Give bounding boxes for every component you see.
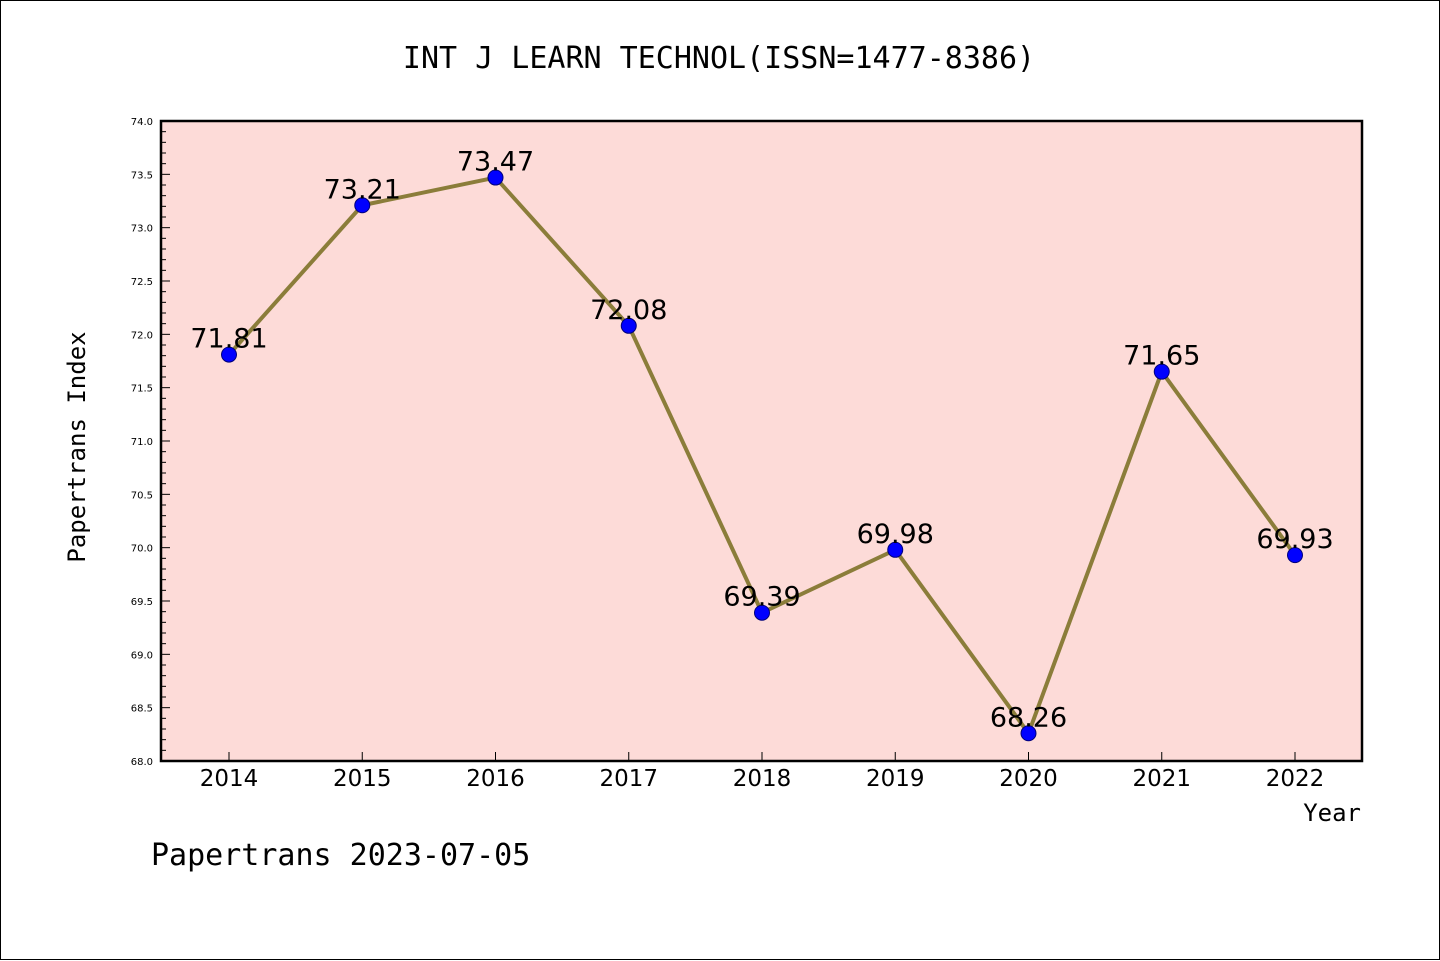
y-tick-label: 74.0 — [131, 117, 153, 128]
x-tick-label: 2017 — [599, 766, 658, 792]
data-point — [354, 197, 371, 214]
y-tick-label: 73.5 — [131, 170, 153, 181]
x-axis-title: Year — [1303, 799, 1361, 827]
y-tick-label: 69.0 — [131, 650, 153, 661]
y-tick-label: 72.0 — [131, 330, 153, 341]
y-tick-label: 68.0 — [131, 757, 153, 768]
x-axis: 2014 2015 2016 2017 2018 2019 2020 2021 2022 — [200, 752, 1325, 792]
data-label: 69.98 — [857, 519, 934, 550]
y-tick-label: 69.5 — [131, 597, 153, 608]
y-tick-label: 70.0 — [131, 544, 153, 555]
x-tick-label: 2014 — [200, 766, 259, 792]
data-labels: 71.81 73.21 73.47 72.08 69.39 69.98 68.26 71.65… — [190, 147, 1333, 734]
y-tick-label: 68.5 — [131, 704, 153, 715]
x-tick-label: 2015 — [333, 766, 392, 792]
y-tick-label: 71.0 — [131, 437, 153, 448]
series-papertrans-index — [221, 169, 1303, 742]
data-label: 71.65 — [1123, 341, 1200, 372]
data-point — [487, 169, 504, 186]
chart-title: INT J LEARN TECHNOL(ISSN=1477-8386) — [403, 41, 1035, 76]
x-tick-label: 2020 — [999, 766, 1058, 792]
data-label: 73.47 — [457, 147, 534, 178]
data-point — [754, 604, 770, 621]
y-axis: 68.0 68.5 69.0 69.5 70.0 70.5 71.0 71.5 72.0 72.5… — [131, 117, 170, 768]
footer-date: Papertrans 2023-07-05 — [151, 838, 530, 873]
data-label: 68.26 — [990, 702, 1067, 733]
data-point — [221, 346, 237, 363]
y-tick-label: 72.5 — [131, 277, 153, 288]
plot-frame — [159, 119, 1364, 763]
y-tick-label: 71.5 — [131, 384, 153, 395]
data-point — [620, 317, 637, 334]
y-tick-label: 70.5 — [131, 490, 153, 501]
x-tick-label: 2019 — [866, 766, 925, 792]
y-axis-title: Papertrans Index — [63, 331, 91, 562]
x-tick-label: 2022 — [1266, 766, 1325, 792]
data-point — [1153, 363, 1170, 380]
data-label: 69.39 — [723, 582, 800, 613]
plot-area — [161, 121, 1362, 761]
data-label: 69.93 — [1256, 524, 1333, 555]
y-tick-label: 73.0 — [131, 224, 153, 235]
data-point — [887, 541, 904, 558]
x-tick-label: 2021 — [1132, 766, 1191, 792]
data-point — [1020, 725, 1037, 742]
x-tick-label: 2018 — [733, 766, 792, 792]
data-label: 72.08 — [590, 295, 667, 326]
data-point — [1287, 547, 1303, 564]
data-label: 71.81 — [190, 324, 267, 355]
data-label: 73.21 — [324, 174, 401, 205]
x-tick-label: 2016 — [466, 766, 525, 792]
